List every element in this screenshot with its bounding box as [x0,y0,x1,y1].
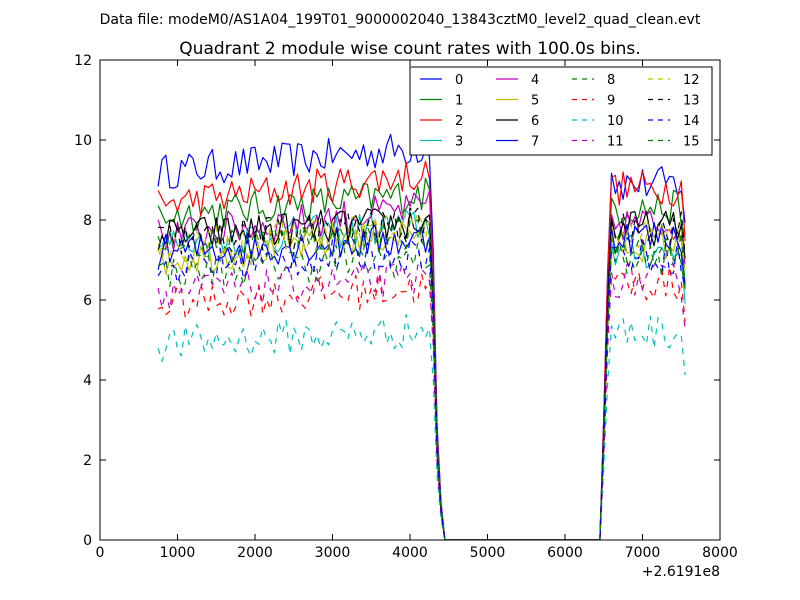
series-line-9 [157,266,686,540]
series-line-11 [157,261,686,540]
x-tick-label: 6000 [547,545,583,561]
x-tick-label: 4000 [392,545,428,561]
y-tick-label: 6 [83,293,92,309]
y-tick-label: 12 [74,53,92,69]
x-tick-label: 5000 [470,545,506,561]
legend-label-5: 5 [531,94,539,109]
y-tick-label: 0 [83,533,92,549]
x-offset-label: +2.6191e8 [642,564,720,580]
legend-label-9: 9 [607,94,615,109]
axes-layer: 0 1000 2000 3000 4000 5000 6000 7000 80000246810… [74,53,738,561]
legend-label-13: 13 [683,94,700,109]
series-line-6 [157,208,686,540]
series-line-2 [157,160,686,540]
legend-label-4: 4 [531,73,539,88]
series-line-14 [157,236,686,540]
y-tick-label: 8 [83,213,92,229]
legend-label-2: 2 [455,114,463,129]
legend-label-11: 11 [607,135,624,150]
series-line-1 [157,177,686,540]
series-line-13 [158,207,686,540]
legend-label-14: 14 [683,114,700,129]
series-line-12 [157,212,686,540]
legend-label-0: 0 [455,73,463,88]
y-tick-label: 2 [83,453,92,469]
legend-label-8: 8 [607,73,615,88]
x-tick-label: 7000 [625,545,661,561]
series-line-8 [157,242,686,540]
legend-label-1: 1 [455,94,463,109]
y-tick-label: 4 [83,373,92,389]
legend-label-10: 10 [607,114,624,129]
x-tick-label: 2000 [237,545,273,561]
legend-label-6: 6 [531,114,539,129]
series-layer [157,133,686,540]
series-line-15 [157,219,686,540]
x-tick-label: 8000 [702,545,738,561]
figure-suptitle: Data file: modeM0/AS1A04_199T01_90000020… [100,12,701,28]
legend-label-3: 3 [455,135,463,150]
chart-title: Quadrant 2 module wise count rates with … [179,39,640,59]
y-tick-label: 10 [74,133,92,149]
legend-label-15: 15 [683,135,700,150]
x-tick-label: 0 [96,545,105,561]
series-line-0 [157,133,686,540]
x-tick-label: 3000 [315,545,351,561]
legend-label-12: 12 [683,73,700,88]
legend-label-7: 7 [531,135,539,150]
x-tick-label: 1000 [160,545,196,561]
